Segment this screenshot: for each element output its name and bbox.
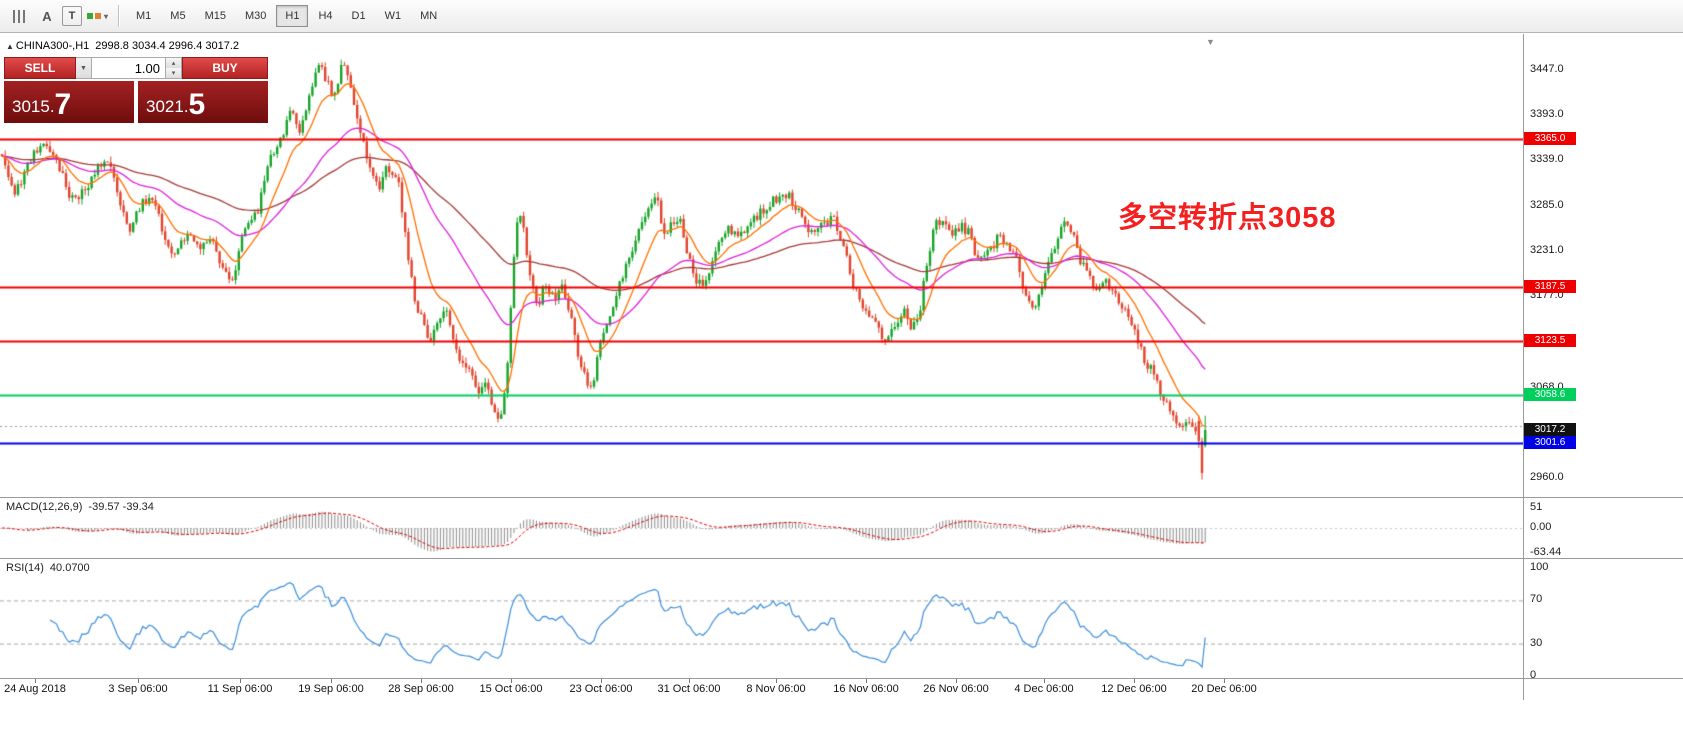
- date-axis-label: 8 Nov 06:00: [746, 683, 806, 695]
- bars-pattern-icon: [12, 9, 26, 23]
- date-axis-tickmark: [511, 679, 512, 683]
- sell-price-big-digit: 7: [54, 88, 72, 121]
- chevron-down-icon: ▾: [103, 11, 108, 21]
- timeframe-D1[interactable]: D1: [351, 10, 366, 22]
- order-type-dropdown[interactable]: ▼: [76, 57, 92, 79]
- buy-price-big-digit: 5: [188, 88, 206, 121]
- date-axis-label: 24 Aug 2018: [4, 683, 66, 695]
- price-axis-tick: 3231.0: [1530, 244, 1564, 256]
- timeframe-M1[interactable]: M1: [136, 10, 152, 22]
- timeframe-H1[interactable]: H1: [276, 5, 309, 27]
- date-axis-label: 16 Nov 06:00: [833, 683, 899, 695]
- date-axis-label: 28 Sep 06:00: [388, 683, 454, 695]
- style-swatch-green: [86, 13, 93, 19]
- text-box-icon[interactable]: T: [62, 6, 82, 26]
- rsi-axis-tick: 100: [1530, 561, 1549, 573]
- date-axis-tickmark: [138, 679, 139, 683]
- timeframe-H4[interactable]: H4: [318, 10, 333, 22]
- timeframe-M5[interactable]: M5: [170, 10, 186, 22]
- timeframe-group: M1 M5 M15 M30 H1 H4 D1 W1 MN: [127, 5, 446, 27]
- date-axis-tickmark: [240, 679, 241, 683]
- macd-axis-tick: -63.44: [1530, 546, 1562, 558]
- date-axis-tickmark: [776, 679, 777, 683]
- timeframe-W1[interactable]: W1: [384, 10, 402, 22]
- price-axis[interactable]: [1523, 34, 1683, 678]
- volume-spinner: ▴ ▾: [166, 57, 182, 79]
- date-axis-label: 26 Nov 06:00: [923, 683, 989, 695]
- date-axis-tickmark: [421, 679, 422, 683]
- text-a-icon[interactable]: A: [42, 8, 52, 24]
- date-axis-label: 20 Dec 06:00: [1191, 683, 1257, 695]
- time-axis-border: [0, 678, 1683, 679]
- date-axis-label: 31 Oct 06:00: [657, 683, 721, 695]
- date-axis-tickmark: [331, 679, 332, 683]
- volume-spin-up[interactable]: ▴: [166, 58, 181, 68]
- date-axis-label: 12 Dec 06:00: [1101, 683, 1167, 695]
- date-axis-tickmark: [1044, 679, 1045, 683]
- buy-price-display[interactable]: 3021. 5: [138, 81, 268, 123]
- date-axis-label: 19 Sep 06:00: [298, 683, 364, 695]
- symbol-name: CHINA300-,H1: [15, 40, 90, 52]
- macd-axis-tick: 51: [1530, 501, 1543, 513]
- sell-price-display[interactable]: 3015. 7: [4, 81, 134, 123]
- price-axis-tick: 3339.0: [1530, 153, 1564, 165]
- macd-panel-canvas[interactable]: [0, 498, 1523, 558]
- date-axis-label: 23 Oct 06:00: [569, 683, 633, 695]
- price-line-label: 3017.2: [1524, 423, 1576, 436]
- date-axis-tickmark: [601, 679, 602, 683]
- tick-chart-icon[interactable]: [6, 3, 32, 29]
- date-axis-tickmark: [35, 679, 36, 683]
- panel-splitter-rsi[interactable]: [0, 558, 1683, 559]
- date-axis-tickmark: [1134, 679, 1135, 683]
- sell-button[interactable]: SELL: [4, 57, 76, 79]
- timeframe-MN[interactable]: MN: [420, 10, 438, 22]
- price-axis-tick: 3393.0: [1530, 108, 1564, 120]
- volume-spin-down[interactable]: ▾: [166, 68, 181, 78]
- macd-axis-tick: 0.00: [1530, 521, 1552, 533]
- rsi-label: RSI(14) 40.0700: [6, 562, 90, 574]
- style-swatch-orange: [94, 13, 101, 19]
- chart-annotation-text[interactable]: 多空转折点3058: [1118, 202, 1337, 234]
- price-line-label: 3123.5: [1524, 334, 1576, 347]
- price-line-label: 3058.6: [1524, 388, 1576, 401]
- symbol-header: ▲ CHINA300-,H1 2998.8 3034.4 2996.4 3017.2: [6, 40, 239, 52]
- sell-price-main: 3015.: [12, 97, 55, 116]
- date-axis-tickmark: [689, 679, 690, 683]
- date-axis-tickmark: [1224, 679, 1225, 683]
- date-axis-tickmark: [866, 679, 867, 683]
- rsi-axis-tick: 30: [1530, 637, 1543, 649]
- panel-splitter-macd[interactable]: [0, 497, 1683, 498]
- price-line-label: 3187.5: [1524, 280, 1576, 293]
- timeframe-M30[interactable]: M30: [244, 10, 267, 22]
- date-axis-label: 15 Oct 06:00: [479, 683, 543, 695]
- volume-input[interactable]: [92, 57, 166, 79]
- price-line-label: 3365.0: [1524, 132, 1576, 145]
- price-axis-tick: 2960.0: [1530, 471, 1564, 483]
- symbol-arrow-icon: ▲: [6, 42, 14, 51]
- price-axis-border: [1523, 34, 1524, 700]
- chart-shift-marker[interactable]: ▼: [1206, 37, 1215, 47]
- toolbar: A T ▾ M1 M5 M15 M30 H1 H4 D1 W1 MN: [0, 0, 1683, 33]
- one-click-trading-panel: SELL ▼ ▴ ▾ BUY 3015.7 3021.5: [4, 57, 268, 123]
- date-axis-label: 11 Sep 06:00: [207, 683, 273, 695]
- buy-button[interactable]: BUY: [182, 57, 268, 79]
- price-line-label: 3001.6: [1524, 436, 1576, 449]
- macd-label: MACD(12,26,9) -39.57 -39.34: [6, 501, 154, 513]
- rsi-axis-tick: 70: [1530, 593, 1543, 605]
- buy-price-main: 3021.: [146, 97, 189, 116]
- price-axis-tick: 3285.0: [1530, 199, 1564, 211]
- chart-style-icon[interactable]: ▾: [84, 3, 110, 29]
- price-axis-tick: 3447.0: [1530, 63, 1564, 75]
- rsi-panel-canvas[interactable]: [0, 559, 1523, 678]
- toolbar-separator: [118, 5, 119, 27]
- date-axis-tickmark: [956, 679, 957, 683]
- date-axis-label: 4 Dec 06:00: [1014, 683, 1074, 695]
- timeframe-M15[interactable]: M15: [204, 10, 226, 22]
- symbol-ohlc: 2998.8 3034.4 2996.4 3017.2: [95, 40, 240, 52]
- rsi-axis-tick: 0: [1530, 669, 1537, 681]
- date-axis-label: 3 Sep 06:00: [108, 683, 168, 695]
